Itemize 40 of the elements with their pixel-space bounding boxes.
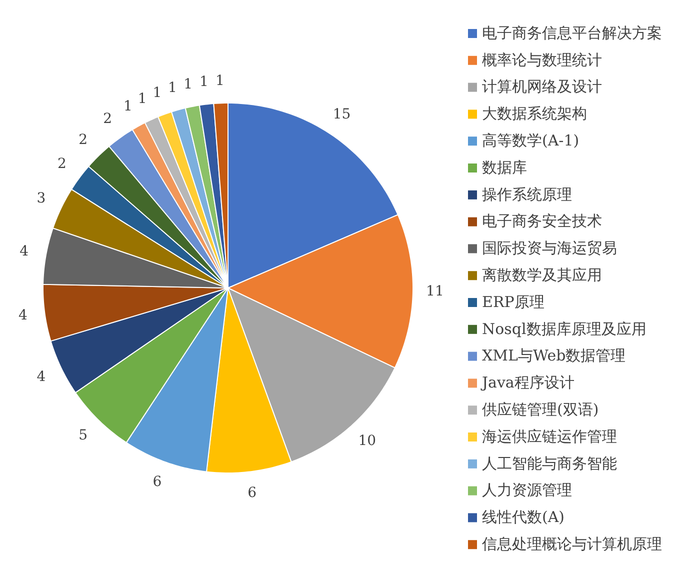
data-label: 4 (18, 308, 28, 324)
legend-label: Nosql数据库原理及应用 (482, 320, 646, 338)
data-label: 1 (184, 76, 193, 93)
legend-label: 高等数学(A-1) (482, 131, 580, 150)
data-label: 2 (103, 111, 112, 128)
legend-label: 电子商务信息平台解决方案 (482, 24, 662, 42)
data-label: 15 (332, 106, 351, 123)
legend-label: 概率论与数理统计 (482, 50, 602, 69)
legend-label: 人工智能与商务智能 (482, 454, 617, 472)
legend-label: Java程序设计 (480, 374, 574, 392)
legend-label: 电子商务安全技术 (482, 212, 602, 230)
legend-label: ERP原理 (482, 292, 544, 311)
data-label: 4 (20, 244, 29, 260)
legend-label: 信息处理概论与计算机原理 (482, 534, 662, 553)
legend-label: 人力资源管理 (482, 481, 572, 500)
data-label: 1 (152, 85, 162, 102)
legend-label: 离散数学及其应用 (482, 266, 602, 284)
data-label: 11 (426, 284, 444, 300)
data-label: 1 (124, 98, 132, 114)
legend-label: 国际投资与海运贸易 (482, 239, 617, 258)
data-label: 6 (248, 485, 257, 502)
legend-label: 海运供应链运作管理 (482, 427, 617, 446)
data-label: 10 (358, 432, 376, 449)
legend-label: 线性代数(A) (482, 508, 565, 526)
data-label: 1 (200, 74, 208, 90)
legend-label: 供应链管理(双语) (482, 400, 599, 418)
legend-label: 大数据系统架构 (482, 104, 587, 123)
legend-label: 计算机网络及设计 (482, 78, 602, 96)
legend-label: 数据库 (482, 158, 527, 176)
data-label: 3 (36, 190, 46, 206)
data-label: 1 (168, 80, 177, 96)
data-label: 2 (58, 156, 66, 172)
data-label: 1 (138, 91, 147, 108)
data-label: 1 (216, 72, 224, 89)
data-label: 5 (78, 427, 88, 444)
legend-label: XML与Web数据管理 (482, 346, 626, 365)
data-label: 2 (78, 132, 88, 148)
data-label: 4 (36, 368, 46, 385)
data-label: 6 (152, 474, 162, 490)
legend-label: 操作系统原理 (482, 185, 572, 204)
